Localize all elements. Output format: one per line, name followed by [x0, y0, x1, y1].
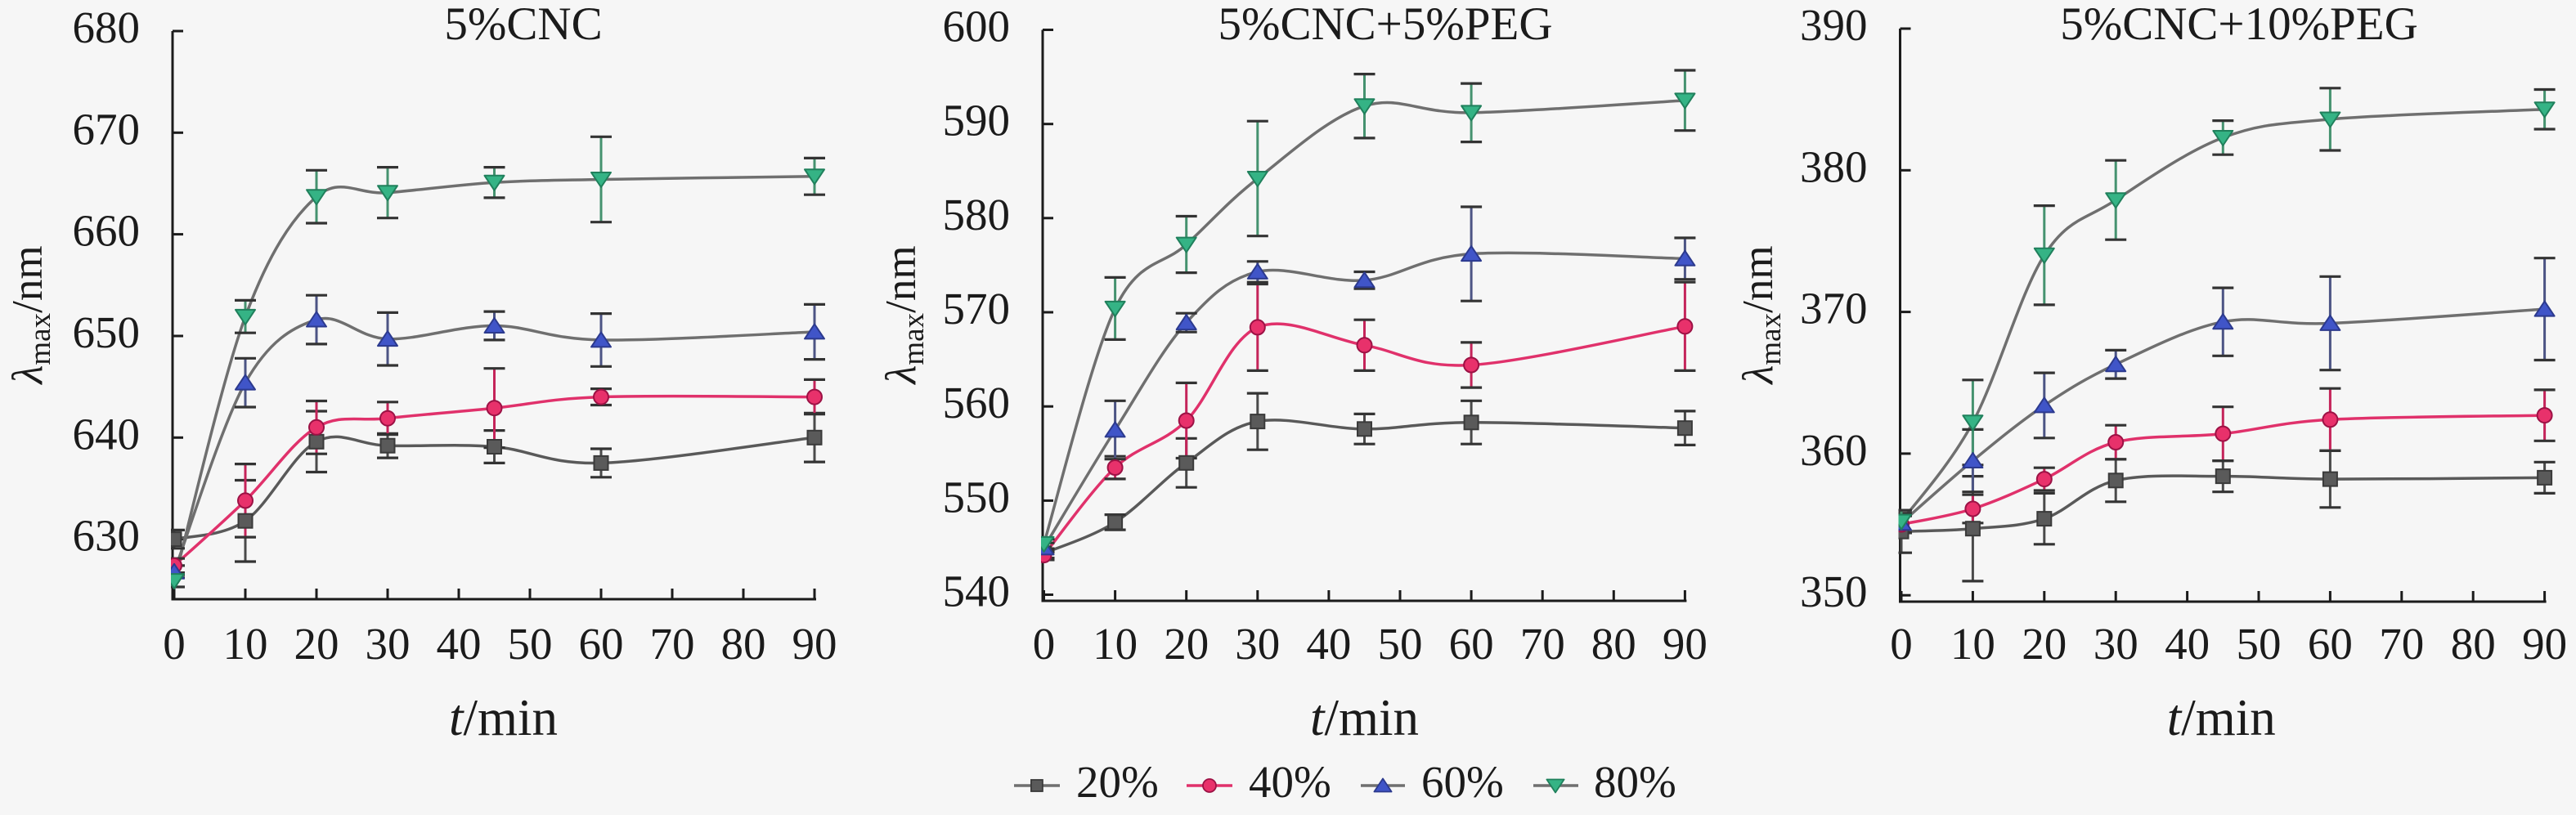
svg-text:580: 580 — [943, 190, 1011, 240]
svg-text:0: 0 — [163, 619, 186, 669]
svg-text:0: 0 — [1033, 619, 1056, 669]
svg-text:670: 670 — [73, 104, 141, 154]
svg-text:5%CNC+10%PEG: 5%CNC+10%PEG — [2060, 0, 2418, 50]
svg-text:90: 90 — [792, 619, 837, 669]
svg-text:380: 380 — [1800, 141, 1868, 191]
svg-text:80: 80 — [721, 619, 766, 669]
svg-text:370: 370 — [1800, 284, 1868, 334]
svg-text:80: 80 — [2451, 619, 2496, 669]
svg-text:10: 10 — [1093, 619, 1138, 669]
svg-text:30: 30 — [1235, 619, 1280, 669]
svg-text:5%CNC+5%PEG: 5%CNC+5%PEG — [1218, 0, 1553, 50]
svg-text:60: 60 — [2308, 619, 2353, 669]
svg-text:540: 540 — [943, 566, 1011, 616]
svg-text:t/min: t/min — [2167, 689, 2276, 746]
svg-text:560: 560 — [943, 378, 1011, 428]
svg-text:30: 30 — [366, 619, 411, 669]
svg-text:50: 50 — [508, 619, 553, 669]
svg-text:680: 680 — [73, 2, 141, 52]
svg-text:640: 640 — [73, 409, 141, 459]
svg-text:630: 630 — [73, 511, 141, 561]
svg-text:60%: 60% — [1421, 757, 1504, 807]
svg-text:390: 390 — [1800, 0, 1868, 50]
svg-text:40: 40 — [1306, 619, 1351, 669]
svg-text:660: 660 — [73, 206, 141, 256]
svg-text:70: 70 — [2379, 619, 2424, 669]
svg-text:t/min: t/min — [449, 689, 558, 746]
svg-text:10: 10 — [1950, 619, 1995, 669]
svg-text:600: 600 — [943, 2, 1011, 51]
svg-text:0: 0 — [1890, 619, 1913, 669]
svg-text:80: 80 — [1591, 619, 1636, 669]
svg-text:20: 20 — [2022, 619, 2067, 669]
svg-text:λmax/nm: λmax/nm — [877, 245, 931, 385]
svg-text:550: 550 — [943, 472, 1011, 522]
svg-text:λmax/nm: λmax/nm — [4, 245, 57, 385]
svg-text:350: 350 — [1800, 566, 1868, 616]
svg-text:λmax/nm: λmax/nm — [1735, 245, 1788, 385]
svg-text:20%: 20% — [1076, 757, 1159, 807]
svg-text:20: 20 — [294, 619, 339, 669]
svg-text:60: 60 — [579, 619, 624, 669]
svg-text:40: 40 — [437, 619, 482, 669]
svg-text:60: 60 — [1449, 619, 1494, 669]
svg-text:360: 360 — [1800, 425, 1868, 475]
svg-text:70: 70 — [650, 619, 695, 669]
svg-text:30: 30 — [2094, 619, 2138, 669]
svg-text:20: 20 — [1164, 619, 1209, 669]
svg-text:50: 50 — [1378, 619, 1423, 669]
svg-text:40%: 40% — [1249, 757, 1331, 807]
svg-text:80%: 80% — [1594, 757, 1676, 807]
svg-text:50: 50 — [2237, 619, 2282, 669]
svg-text:40: 40 — [2165, 619, 2210, 669]
svg-text:t/min: t/min — [1310, 689, 1419, 746]
svg-text:650: 650 — [73, 307, 141, 357]
svg-text:5%CNC: 5%CNC — [444, 0, 602, 50]
svg-text:570: 570 — [943, 284, 1011, 334]
svg-text:90: 90 — [2522, 619, 2567, 669]
svg-text:10: 10 — [223, 619, 268, 669]
svg-text:90: 90 — [1663, 619, 1708, 669]
svg-text:70: 70 — [1520, 619, 1565, 669]
svg-text:590: 590 — [943, 96, 1011, 146]
